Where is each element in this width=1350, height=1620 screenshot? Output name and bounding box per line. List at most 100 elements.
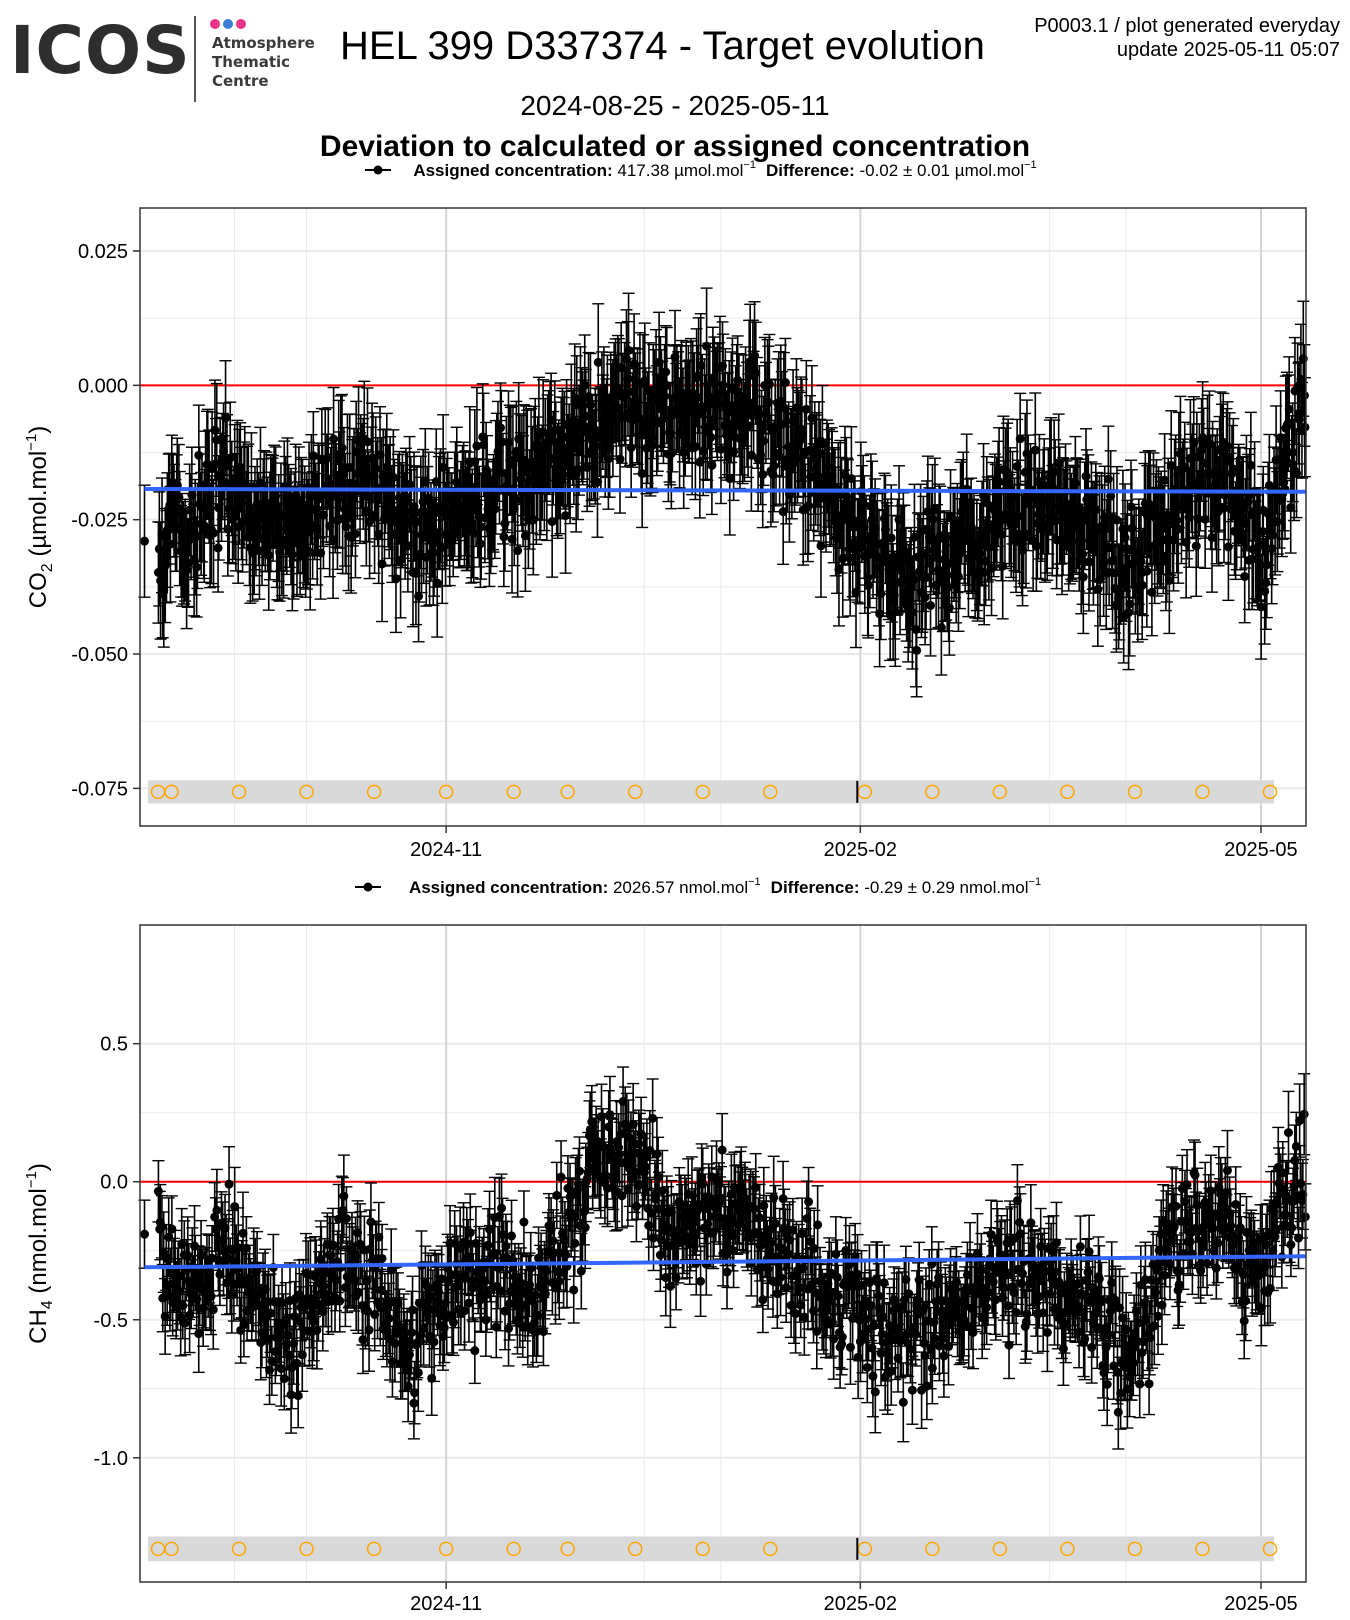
point-marker [287, 550, 297, 560]
point-marker [953, 572, 963, 582]
point-marker [975, 549, 985, 559]
point-marker [469, 528, 479, 538]
point-marker [1136, 556, 1146, 566]
point-marker [414, 591, 424, 601]
calibration-marker [763, 784, 778, 800]
point-marker [942, 570, 952, 580]
point-marker [209, 528, 219, 538]
point-marker [1191, 541, 1201, 551]
point-marker [926, 600, 936, 610]
logo-dot [236, 19, 246, 29]
point-marker [432, 578, 442, 588]
calibration-marker [992, 784, 1008, 800]
calibration-band [148, 780, 1274, 804]
point-marker [339, 470, 349, 480]
point-marker [1031, 541, 1041, 551]
point-marker [804, 501, 814, 511]
logo-subtitle: Atmosphere Thematic Centre [212, 34, 315, 91]
point-marker [192, 562, 202, 572]
data-point [431, 528, 444, 638]
logo-dot [223, 19, 233, 29]
point-marker [337, 443, 347, 453]
point-marker [405, 479, 415, 489]
calibration-marker [164, 784, 179, 800]
generation-info: P0003.1 / plot generated everyday update… [1034, 14, 1340, 62]
calibration-marker [299, 784, 314, 800]
point-marker [1240, 572, 1250, 582]
point-marker [1260, 586, 1270, 596]
point-marker [780, 378, 790, 388]
point-marker [391, 574, 401, 584]
point-marker [1223, 542, 1233, 552]
point-marker [1223, 441, 1233, 451]
point-marker [225, 453, 235, 463]
chart-legend: Assigned concentration: 417.38 µmol.mol−… [365, 159, 1037, 180]
point-marker [912, 645, 922, 655]
point-marker [362, 437, 372, 447]
legend-key-point [373, 165, 383, 175]
generation-note: P0003.1 / plot generated everyday [1034, 14, 1340, 38]
legend-assigned-value: 417.38 µmol.mol [613, 161, 744, 180]
data-point [307, 411, 320, 501]
calibration-marker [366, 784, 382, 800]
chart-panel-co2: Assigned concentration: 417.38 µmol.mol−… [23, 159, 1311, 861]
calibration-marker [438, 784, 454, 800]
calibration-marker [695, 784, 710, 800]
point-marker [308, 451, 318, 461]
point-marker [707, 460, 717, 470]
legend-text: Assigned concentration: 417.38 µmol.mol−… [413, 159, 1036, 180]
data-point [219, 360, 232, 476]
update-timestamp: update 2025-05-11 05:07 [1034, 38, 1340, 62]
point-marker [350, 529, 360, 539]
point-marker [221, 413, 231, 423]
point-marker [698, 446, 708, 456]
logo-line: Centre [212, 72, 315, 91]
chart-subtitle: Deviation to calculated or assigned conc… [0, 130, 1350, 164]
legend-difference-value: -0.02 ± 0.01 µmol.mol [855, 161, 1024, 180]
point-marker [1103, 474, 1113, 484]
point-marker [590, 441, 600, 451]
point-marker [140, 536, 150, 546]
date-range: 2024-08-25 - 2025-05-11 [0, 90, 1350, 122]
legend-difference-label: Difference: [766, 161, 855, 180]
point-marker [510, 494, 520, 504]
point-marker [661, 367, 671, 377]
legend-unit-sup: −1 [743, 159, 756, 171]
point-marker [375, 450, 385, 460]
point-marker [490, 504, 500, 514]
point-marker [615, 454, 625, 464]
calibration-marker [560, 784, 575, 800]
point-marker [235, 462, 245, 472]
point-marker [1142, 566, 1152, 576]
point-marker [706, 432, 716, 442]
point-marker [1093, 584, 1103, 594]
page-title: HEL 399 D337374 - Target evolution [340, 24, 1020, 69]
calibration-marker [627, 784, 643, 800]
logo-dots-icon [210, 16, 249, 34]
point-marker [212, 435, 222, 445]
logo-divider [194, 16, 196, 102]
calibration-marker [1127, 784, 1143, 800]
point-marker [513, 546, 523, 556]
icos-logo: ICOS Atmosphere Thematic Centre [10, 14, 340, 106]
calibration-marker [506, 784, 521, 800]
calibration-marker [1060, 784, 1075, 800]
point-marker [223, 524, 233, 534]
point-marker [194, 450, 204, 460]
point-marker [199, 521, 209, 531]
calibration-marker [1195, 784, 1210, 800]
point-marker [499, 532, 509, 542]
logo-wordmark: ICOS [10, 18, 191, 84]
legend-unit-sup: −1 [1024, 159, 1037, 171]
calibration-marker [231, 784, 247, 800]
point-marker [585, 400, 595, 410]
data-points [138, 287, 1311, 698]
point-marker [264, 550, 274, 560]
logo-line: Thematic [212, 53, 315, 72]
point-marker [718, 380, 728, 390]
point-marker [583, 392, 593, 402]
data-point [138, 484, 151, 598]
logo-line: Atmosphere [212, 34, 315, 53]
point-marker [1172, 515, 1182, 525]
